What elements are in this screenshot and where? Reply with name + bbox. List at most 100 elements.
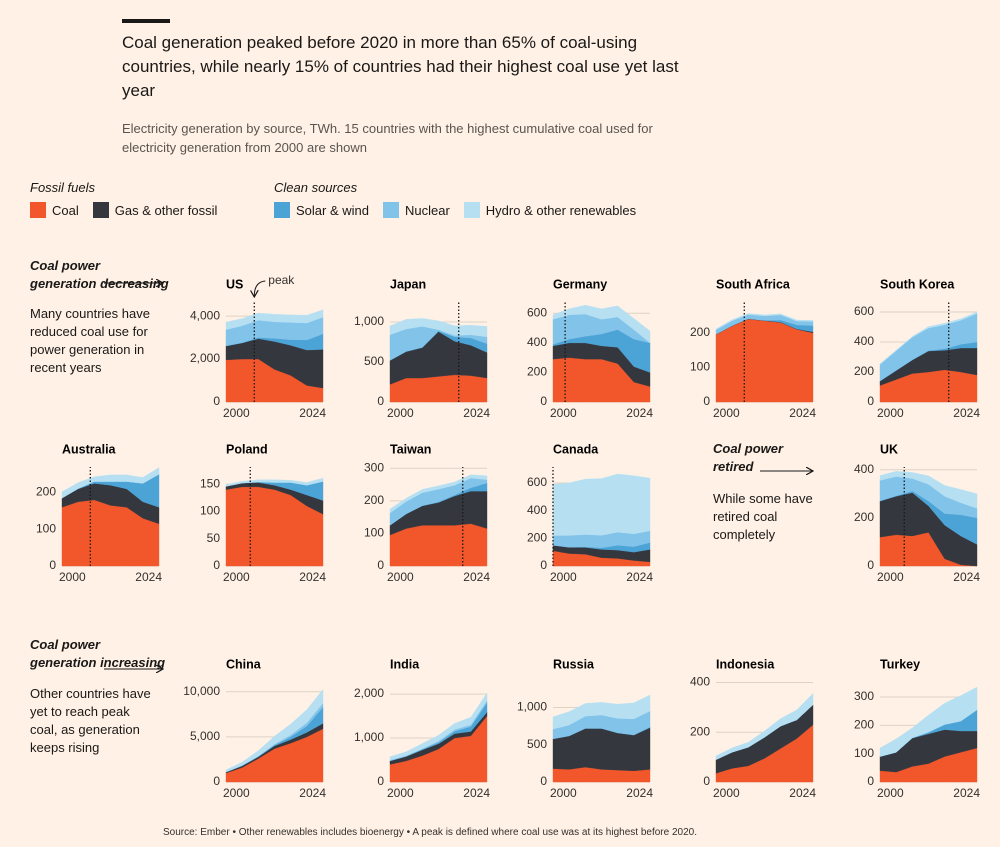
- y-tick-label: 200: [690, 724, 710, 738]
- y-tick-label: 0: [377, 394, 384, 408]
- legend-item: Solar & wind: [274, 202, 369, 218]
- y-tick-label: 1,000: [354, 730, 384, 744]
- section-heading: Coal power retired: [713, 441, 784, 474]
- area: Coal: [389, 374, 488, 403]
- x-tick-label: 2024: [953, 786, 980, 800]
- x-tick-label: 2024: [135, 570, 162, 584]
- y-tick-label: 0: [540, 394, 547, 408]
- y-tick-label: 0: [703, 774, 710, 788]
- y-tick-label: 200: [527, 531, 547, 545]
- x-tick-label: 2024: [463, 786, 490, 800]
- y-tick-label: 4,000: [190, 308, 220, 322]
- y-tick-label: 100: [364, 526, 384, 540]
- legend-item: Gas & other fossil: [92, 202, 217, 218]
- subtitle: Electricity generation by source, TWh. 1…: [122, 121, 653, 155]
- legend-swatch: [274, 202, 290, 218]
- x-tick-label: 2000: [550, 406, 577, 420]
- y-tick-label: 200: [854, 510, 874, 524]
- chart-title: Germany: [553, 277, 607, 291]
- x-tick-label: 2024: [789, 406, 816, 420]
- x-tick-label: 2024: [626, 570, 653, 584]
- x-tick-label: 2000: [387, 570, 414, 584]
- chart-title: South Africa: [716, 277, 791, 291]
- x-tick-label: 2024: [299, 786, 326, 800]
- y-tick-label: 0: [49, 558, 56, 572]
- y-tick-label: 0: [377, 774, 384, 788]
- y-tick-label: 400: [527, 335, 547, 349]
- x-tick-label: 2024: [789, 786, 816, 800]
- chart-title: Indonesia: [716, 657, 775, 671]
- legend-group-title: Fossil fuels: [30, 180, 96, 195]
- y-tick-label: 100: [690, 360, 710, 374]
- legend-item: Hydro & other renewables: [463, 202, 637, 218]
- x-tick-label: 2000: [713, 786, 740, 800]
- x-tick-label: 2000: [550, 570, 577, 584]
- x-tick-label: 2024: [953, 406, 980, 420]
- y-tick-label: 0: [867, 558, 874, 572]
- y-tick-label: 0: [213, 394, 220, 408]
- y-tick-label: 5,000: [190, 729, 220, 743]
- chart-title: China: [226, 657, 262, 671]
- legend-group-title: Clean sources: [274, 180, 358, 195]
- legend: Solar & wind Nuclear Hydro & other renewab…: [274, 202, 636, 218]
- x-tick-label: 2024: [463, 406, 490, 420]
- legend-swatch: [92, 202, 109, 218]
- section-text: Many countries have reduced coal use for…: [30, 306, 150, 375]
- y-tick-label: 0: [377, 558, 384, 572]
- chart-title: Poland: [226, 442, 268, 456]
- y-tick-label: 300: [364, 460, 384, 474]
- y-tick-label: 150: [200, 476, 220, 490]
- y-tick-label: 200: [690, 325, 710, 339]
- x-tick-label: 2024: [463, 570, 490, 584]
- x-tick-label: 2000: [223, 786, 250, 800]
- chart-title: Russia: [553, 657, 595, 671]
- x-tick-label: 2000: [223, 406, 250, 420]
- area: Hydro & other renewables: [715, 313, 814, 331]
- area: Coal: [715, 318, 814, 403]
- x-tick-label: 2024: [626, 786, 653, 800]
- y-tick-label: 600: [527, 475, 547, 489]
- legend-label: Hydro & other renewables: [485, 202, 637, 218]
- area: Hydro & other renewables: [389, 692, 488, 761]
- area: Hydro & other renewables: [389, 474, 488, 514]
- area: Hydro & other renewables: [552, 473, 651, 536]
- legend-label: Solar & wind: [296, 202, 369, 218]
- x-tick-label: 2024: [953, 570, 980, 584]
- y-tick-label: 50: [207, 531, 221, 545]
- legend-label: Coal: [52, 202, 79, 218]
- y-tick-label: 200: [364, 493, 384, 507]
- y-tick-label: 100: [36, 521, 56, 535]
- y-tick-label: 400: [854, 462, 874, 476]
- y-tick-label: 400: [690, 675, 710, 689]
- y-tick-label: 0: [540, 774, 547, 788]
- y-tick-label: 400: [527, 503, 547, 517]
- x-tick-label: 2000: [877, 570, 904, 584]
- annotation: peak: [268, 273, 295, 287]
- y-tick-label: 500: [364, 354, 384, 368]
- area: Hydro & other renewables: [61, 467, 160, 499]
- area: Hydro & other renewables: [879, 471, 978, 509]
- x-tick-label: 2024: [299, 406, 326, 420]
- y-tick-label: 200: [527, 365, 547, 379]
- chart-title: Canada: [553, 442, 599, 456]
- x-tick-label: 2000: [59, 570, 86, 584]
- area: Hydro & other renewables: [225, 688, 324, 773]
- y-tick-label: 0: [867, 394, 874, 408]
- y-tick-label: 100: [200, 504, 220, 518]
- y-tick-label: 0: [213, 558, 220, 572]
- y-tick-label: 0: [540, 558, 547, 572]
- chart-title: US: [226, 277, 243, 291]
- x-tick-label: 2000: [550, 786, 577, 800]
- source: Source: Ember • Other renewables include…: [163, 827, 697, 838]
- x-tick-label: 2000: [713, 406, 740, 420]
- area: Hydro & other renewables: [879, 686, 978, 757]
- section-heading: Coal power generation increasing: [30, 637, 166, 670]
- legend: Coal Gas & other fossil: [30, 202, 217, 218]
- legend-item: Nuclear: [382, 202, 450, 218]
- area: Hydro & other renewables: [552, 694, 651, 730]
- section-text: Other countries have yet to reach peak c…: [30, 686, 151, 755]
- chart-title: Turkey: [880, 657, 920, 671]
- y-tick-label: 400: [854, 334, 874, 348]
- area: Hydro & other renewables: [225, 477, 324, 487]
